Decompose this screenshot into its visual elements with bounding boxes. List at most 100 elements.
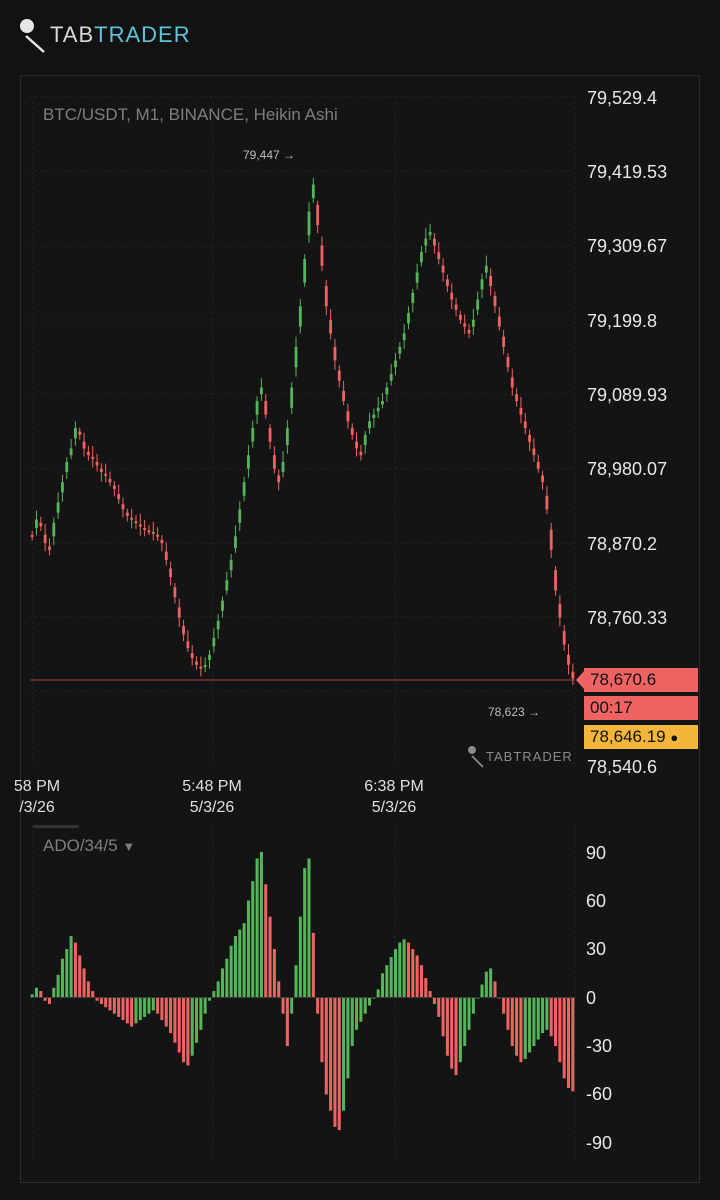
histogram-bar bbox=[251, 881, 255, 998]
histogram-bar bbox=[294, 965, 298, 998]
indicator-axis-label: 90 bbox=[586, 843, 607, 863]
candle-body bbox=[324, 286, 328, 307]
candle-body bbox=[346, 411, 350, 422]
histogram-bar bbox=[303, 868, 307, 998]
histogram-bar bbox=[350, 997, 354, 1046]
histogram-bar bbox=[112, 997, 116, 1014]
candle-body bbox=[458, 314, 462, 320]
candle-body bbox=[567, 654, 570, 665]
histogram-bar bbox=[385, 965, 389, 998]
chart-frame[interactable] bbox=[20, 75, 700, 1183]
time-axis-time: 6:38 PM bbox=[364, 778, 424, 795]
candle-body bbox=[277, 475, 281, 483]
histogram-bar bbox=[95, 997, 99, 1001]
candle-body bbox=[502, 336, 506, 347]
histogram-bar bbox=[238, 929, 242, 998]
candle-body bbox=[190, 653, 194, 659]
histogram-bar bbox=[65, 949, 69, 998]
histogram-bar bbox=[510, 997, 514, 1046]
indicator-axis-label: 0 bbox=[586, 988, 597, 1008]
price-axis-label: 79,089.93 bbox=[587, 385, 668, 405]
histogram-bar bbox=[545, 997, 549, 1030]
candle-body bbox=[523, 421, 527, 429]
candle-body bbox=[268, 428, 272, 442]
histogram-bar bbox=[233, 936, 237, 998]
histogram-bar bbox=[307, 858, 311, 998]
indicator-selector[interactable]: ADO/34/5 ▼ bbox=[43, 836, 135, 856]
chart-title: BTC/USDT, M1, BINANCE, Heikin Ashi bbox=[43, 105, 338, 124]
candle-body bbox=[450, 292, 454, 300]
time-axis-time: 5:48 PM bbox=[182, 778, 242, 795]
histogram-bar bbox=[437, 997, 441, 1017]
caret-down-icon: ▼ bbox=[122, 839, 136, 854]
histogram-bar bbox=[398, 942, 402, 998]
histogram-bar bbox=[381, 973, 385, 998]
candle-body bbox=[355, 441, 358, 449]
logo-part-tab: TAB bbox=[50, 22, 95, 47]
histogram-bar bbox=[424, 978, 428, 998]
candle-body bbox=[74, 428, 77, 439]
histogram-bar bbox=[173, 997, 177, 1043]
candle-body bbox=[43, 534, 47, 544]
candle-body bbox=[489, 275, 493, 287]
histogram-bar bbox=[255, 858, 259, 998]
candle-body bbox=[528, 434, 531, 442]
candle-body bbox=[186, 641, 190, 649]
candle-body bbox=[433, 238, 436, 246]
candle-body bbox=[221, 600, 224, 611]
histogram-bar bbox=[523, 997, 527, 1059]
histogram-bar bbox=[562, 997, 566, 1079]
candle-body bbox=[260, 387, 263, 395]
candle-body bbox=[497, 316, 501, 327]
mark-price-tag: 78,646.19 ● bbox=[584, 725, 698, 749]
histogram-bar bbox=[450, 997, 454, 1069]
candle-body bbox=[212, 637, 216, 647]
histogram-bar bbox=[463, 997, 467, 1046]
histogram-bar bbox=[355, 997, 359, 1030]
candle-body bbox=[311, 184, 315, 199]
price-axis-label: 79,419.53 bbox=[587, 162, 668, 182]
histogram-bar bbox=[39, 991, 43, 998]
candle-body bbox=[545, 495, 549, 510]
candle-body bbox=[61, 482, 64, 493]
histogram-bar bbox=[164, 997, 168, 1027]
histogram-bar bbox=[359, 997, 363, 1022]
candle-body bbox=[424, 238, 428, 246]
candle-body bbox=[372, 414, 376, 418]
histogram-bar bbox=[329, 997, 333, 1111]
high-marker: 79,447 → bbox=[243, 148, 295, 162]
candle-body bbox=[134, 521, 138, 524]
candle-body bbox=[554, 570, 557, 591]
histogram-bar bbox=[47, 997, 51, 1004]
histogram-bar bbox=[406, 942, 410, 998]
candle-body bbox=[415, 272, 419, 283]
histogram-bar bbox=[91, 991, 95, 998]
candle-body bbox=[247, 455, 250, 469]
candle-body bbox=[108, 478, 112, 483]
candle-body bbox=[316, 204, 320, 226]
candle-countdown: 00:17 bbox=[584, 696, 698, 720]
candle-body bbox=[480, 279, 484, 290]
candle-body bbox=[160, 539, 164, 544]
candle-body bbox=[117, 494, 121, 500]
histogram-bar bbox=[432, 997, 436, 1004]
candle-body bbox=[541, 475, 544, 483]
histogram-bar bbox=[441, 997, 445, 1037]
histogram-bar bbox=[199, 997, 203, 1030]
candle-body bbox=[519, 407, 523, 415]
histogram-bar bbox=[489, 968, 493, 998]
histogram-bar bbox=[368, 997, 372, 1006]
price-axis-label: 78,870.2 bbox=[587, 534, 658, 554]
histogram-bar bbox=[415, 955, 419, 998]
candle-body bbox=[121, 504, 125, 510]
candle-body bbox=[441, 265, 445, 273]
histogram-bar bbox=[277, 981, 281, 998]
time-axis-time: 58 PM bbox=[13, 778, 61, 795]
histogram-bar bbox=[506, 997, 510, 1030]
current-price-tag: 78,670.6 bbox=[584, 668, 698, 692]
candle-body bbox=[169, 568, 172, 577]
logo-wordmark: TABTRADER bbox=[50, 22, 191, 48]
candle-body bbox=[467, 330, 471, 334]
pane-separator-handle bbox=[33, 825, 79, 828]
